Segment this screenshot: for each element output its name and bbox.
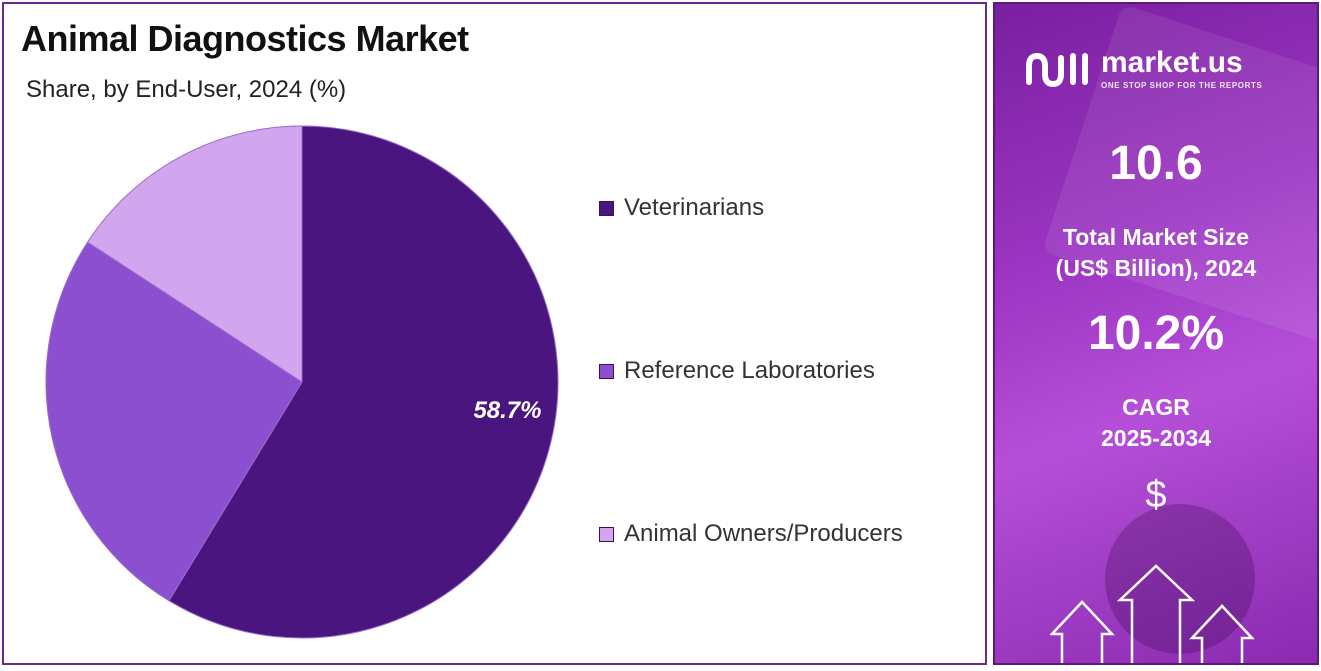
cagr-label-line1: CAGR xyxy=(1122,394,1190,420)
brand-tagline: ONE STOP SHOP FOR THE REPORTS xyxy=(1101,81,1263,90)
cagr-value: 10.2% xyxy=(1087,307,1225,360)
market-size-label-line2: (US$ Billion), 2024 xyxy=(1055,255,1257,281)
legend-label: Veterinarians xyxy=(624,194,765,221)
market-size-label: Total Market Size (US$ Billion), 2024 xyxy=(995,222,1317,284)
legend-item: Veterinarians xyxy=(599,194,764,222)
pie-slice-animal-owners-producers xyxy=(86,125,303,383)
market-size-value: 10.6 xyxy=(1109,137,1203,190)
summary-panel: market.us ONE STOP SHOP FOR THE REPORTS … xyxy=(993,2,1319,665)
brand-name: market.us xyxy=(1101,46,1243,79)
dollar-symbol: $ xyxy=(1145,474,1167,516)
pie-data-label: 58.7% xyxy=(473,397,541,424)
legend-swatch xyxy=(599,200,614,216)
brand-logo: market.us ONE STOP SHOP FOR THE REPORTS xyxy=(1025,44,1295,94)
chart-subtitle: Share, by End-User, 2024 (%) xyxy=(26,76,347,103)
market-us-logo-icon xyxy=(1026,52,1088,88)
cagr-label-line2: 2025-2034 xyxy=(1101,425,1211,451)
chart-card: Animal Diagnostics Market Share, by End-… xyxy=(2,2,987,665)
legend-label: Animal Owners/Producers xyxy=(624,520,903,547)
market-size-label-line1: Total Market Size xyxy=(1062,224,1250,250)
up-arrows-icon xyxy=(1050,564,1255,663)
cagr-label: CAGR 2025-2034 xyxy=(995,392,1317,454)
chart-title: Animal Diagnostics Market xyxy=(21,18,469,59)
pie-chart: 58.7% xyxy=(45,125,559,639)
pie-slice-reference-laboratories xyxy=(45,241,303,602)
pie-slice-veterinarians xyxy=(168,125,559,639)
legend-swatch xyxy=(599,526,614,542)
legend-swatch xyxy=(599,363,614,379)
legend-item: Reference Laboratories xyxy=(599,357,875,385)
legend-label: Reference Laboratories xyxy=(624,357,875,384)
legend-item: Animal Owners/Producers xyxy=(599,520,903,548)
